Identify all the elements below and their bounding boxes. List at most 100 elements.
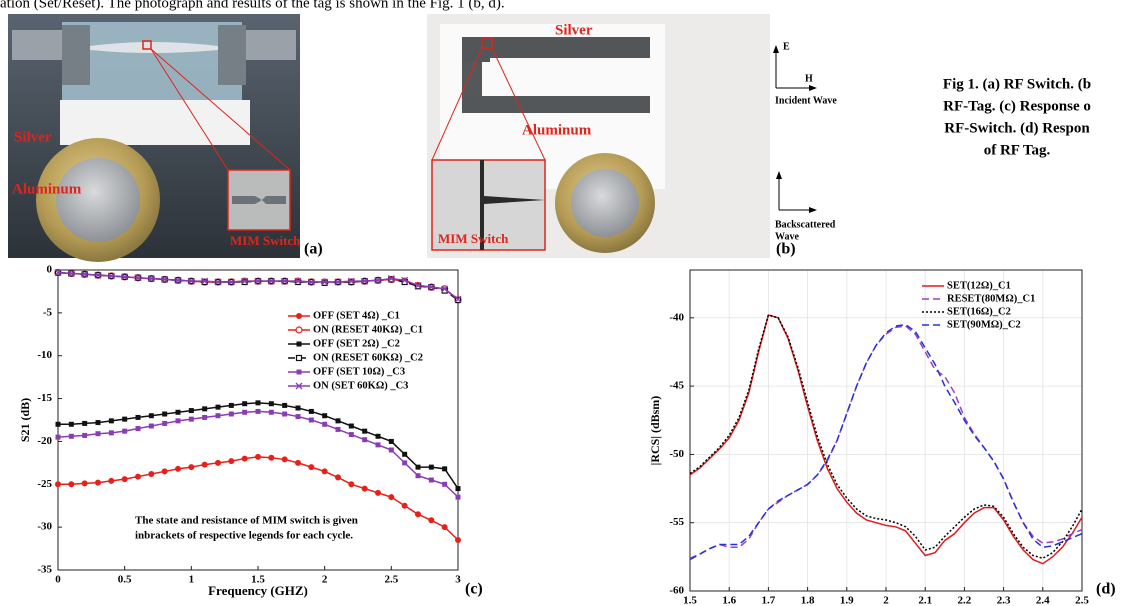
marker [295, 460, 301, 466]
y-tick-label: -55 [669, 516, 684, 528]
marker [296, 414, 301, 419]
legend-label: OFF (SET 10Ω) _C3 [313, 366, 405, 377]
marker [229, 403, 234, 408]
y-tick-label: -45 [669, 380, 684, 392]
caption-line: of RF Tag. [984, 142, 1051, 158]
marker [456, 486, 461, 491]
x-tick-label: 2.5 [1075, 595, 1089, 606]
marker [242, 456, 248, 462]
photo-label: Silver [14, 129, 52, 145]
photo-label: MIM Switch [438, 231, 509, 246]
coin-center [56, 158, 140, 242]
photo-label: Silver [555, 22, 593, 38]
x-tick-label: 1.8 [801, 595, 815, 606]
arrowhead [773, 45, 779, 53]
y-tick-label: 0 [47, 264, 53, 276]
marker [56, 435, 61, 440]
marker [416, 473, 421, 478]
marker [256, 409, 261, 414]
photo-label: Aluminum [522, 122, 592, 138]
marker [296, 313, 302, 319]
photo-label: Aluminum [12, 181, 82, 197]
x-tick-label: 2.4 [1036, 595, 1050, 606]
marker [376, 442, 381, 447]
marker [416, 465, 421, 470]
x-tick-label: 1.7 [762, 595, 776, 606]
marker [162, 412, 167, 417]
marker [148, 471, 154, 477]
x-tick-label: 1 [189, 574, 195, 586]
marker [348, 481, 354, 487]
tag-connector [462, 62, 482, 96]
marker [322, 422, 327, 427]
marker [389, 448, 394, 453]
marker [335, 474, 341, 480]
marker [375, 490, 381, 496]
marker [109, 418, 114, 423]
marker [69, 422, 74, 427]
marker [135, 474, 141, 480]
marker [82, 433, 87, 438]
panel-label: (a) [304, 241, 323, 258]
marker [69, 434, 74, 439]
marker [296, 406, 301, 411]
marker [429, 478, 434, 483]
marker [122, 417, 127, 422]
y-tick-label: -5 [43, 306, 53, 318]
marker [215, 460, 221, 466]
marker [216, 405, 221, 410]
y-tick-label: -60 [669, 585, 684, 597]
marker [255, 454, 261, 460]
marker [308, 464, 314, 470]
marker [297, 370, 302, 375]
marker [109, 430, 114, 435]
marker [229, 412, 234, 417]
marker [228, 458, 234, 464]
marker [96, 420, 101, 425]
y-tick-label: -10 [37, 349, 52, 361]
caption-line: Fig 1. (a) RF Switch. (b [943, 76, 1091, 92]
header-text: ation (Set/Reset). The photograph and re… [0, 0, 505, 11]
marker [428, 517, 434, 523]
marker [269, 401, 274, 406]
marker [442, 524, 448, 530]
y-tick-label: -20 [37, 435, 52, 447]
marker [442, 482, 447, 487]
x-axis-label: Frequency (GHZ) [208, 583, 308, 598]
marker [216, 413, 221, 418]
marker [268, 455, 274, 461]
field-label: E [783, 41, 790, 52]
x-tick-label: 3 [455, 574, 461, 586]
marker [322, 413, 327, 418]
marker [149, 424, 154, 429]
marker [68, 481, 74, 487]
panel-label: (d) [1096, 581, 1116, 598]
marker [455, 537, 461, 543]
legend-label: SET(16Ω)_C2 [947, 306, 1011, 317]
connector [12, 30, 62, 60]
marker [149, 413, 154, 418]
legend-label: ON (SET 60KΩ) _C3 [313, 380, 408, 391]
wave-label: Incident Wave [775, 95, 837, 106]
marker [429, 465, 434, 470]
arrowhead [776, 171, 782, 179]
marker [256, 400, 261, 405]
legend-label: ON (RESET 40KΩ) _C1 [313, 324, 423, 335]
marker [402, 503, 408, 509]
marker [122, 429, 127, 434]
coin-center [571, 169, 639, 237]
y-tick-label: -25 [37, 478, 52, 490]
marker [456, 495, 461, 500]
marker [96, 431, 101, 436]
x-tick-label: 1.5 [683, 595, 697, 606]
legend-label: SET(12Ω)_C1 [947, 280, 1011, 291]
marker [202, 406, 207, 411]
y-tick-label: -40 [669, 311, 684, 323]
x-tick-label: 2.5 [384, 574, 398, 586]
field-diagram: E H Incident Wave Backscattered Wave [773, 41, 837, 242]
marker [176, 418, 181, 423]
marker [188, 464, 194, 470]
y-tick-label: -35 [37, 564, 52, 576]
marker [162, 468, 168, 474]
x-tick-label: 1.6 [722, 595, 736, 606]
